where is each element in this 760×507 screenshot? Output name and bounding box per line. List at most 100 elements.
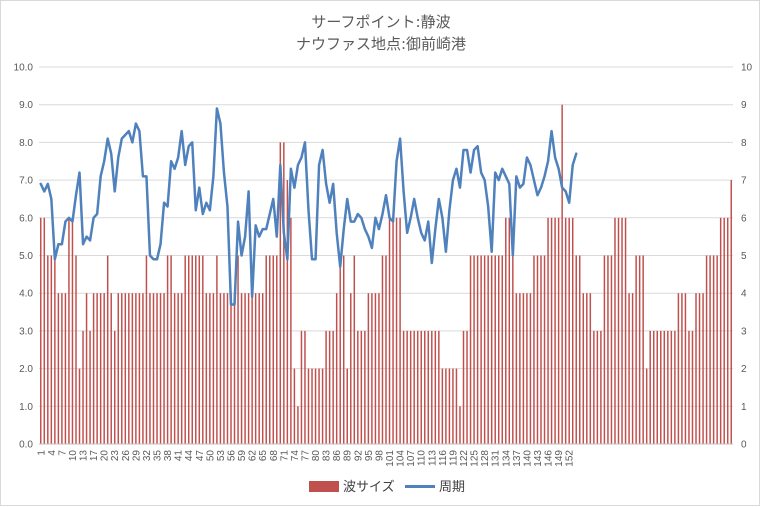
wave-size-bar <box>413 330 415 444</box>
wave-size-bar <box>709 255 711 444</box>
wave-size-bar <box>367 293 370 444</box>
wave-size-bar <box>540 255 542 444</box>
wave-size-bar <box>582 293 585 444</box>
wave-size-bar <box>251 293 253 444</box>
wave-size-bar <box>642 255 644 444</box>
y-right-tick-label: 1 <box>741 402 747 413</box>
wave-size-bar <box>240 293 243 444</box>
wave-size-bar <box>269 255 271 444</box>
period-series-line <box>39 107 578 306</box>
wave-size-bar <box>244 293 246 444</box>
wave-size-bar <box>357 330 359 444</box>
wave-size-bar <box>64 293 67 444</box>
wave-size-bar <box>406 330 408 444</box>
legend: 波サイズ 周期 <box>309 479 465 495</box>
x-tick-label: 125 <box>470 450 481 467</box>
legend-label-wave-size: 波サイズ <box>343 479 395 495</box>
x-tick-label: 143 <box>533 450 544 467</box>
wave-size-bar <box>47 255 49 444</box>
x-tick-label: 137 <box>512 450 523 467</box>
wave-size-bar <box>635 255 637 444</box>
wave-size-bar <box>360 330 363 444</box>
wave-size-bar <box>698 293 701 444</box>
y-left-tick-label: 2.0 <box>19 364 33 375</box>
wave-size-bar <box>103 293 105 444</box>
wave-size-bar <box>716 255 718 444</box>
wave-size-bar <box>638 255 641 444</box>
wave-size-bar <box>526 293 528 444</box>
wave-size-bar <box>230 293 232 444</box>
wave-size-bar <box>420 330 422 444</box>
wave-size-bar <box>124 293 127 444</box>
wave-size-bars <box>40 104 732 444</box>
wave-size-bar <box>409 330 412 444</box>
chart-title-line-2: ナウファス地点:御前崎港 <box>296 35 466 53</box>
y-left-tick-label: 4.0 <box>19 289 33 300</box>
wave-size-bar <box>89 330 91 444</box>
x-tick-label: 56 <box>226 450 237 462</box>
wave-size-bar <box>568 217 570 444</box>
wave-size-bar <box>441 368 444 444</box>
wave-size-bar <box>138 293 141 444</box>
y-left-tick-label: 9.0 <box>19 100 33 111</box>
wave-size-bar <box>466 330 468 444</box>
wave-size-bar <box>75 255 77 444</box>
x-tick-label: 146 <box>544 450 555 467</box>
wave-size-bar <box>621 217 623 444</box>
wave-size-bar <box>575 255 577 444</box>
y-right-tick-label: 10 <box>741 63 753 74</box>
wave-size-bar <box>730 180 732 444</box>
x-tick-label: 13 <box>79 450 90 462</box>
wave-size-bar <box>191 255 193 444</box>
wave-size-bar <box>652 330 655 444</box>
wave-size-bar <box>166 255 169 444</box>
wave-size-bar <box>448 368 451 444</box>
wave-size-bar <box>279 142 282 444</box>
x-tick-label: 77 <box>300 450 311 462</box>
y-left-tick-label: 8.0 <box>19 138 33 149</box>
x-tick-label: 140 <box>522 450 533 467</box>
wave-size-bar <box>314 368 317 444</box>
wave-size-bar <box>452 368 454 444</box>
wave-size-bar <box>135 293 137 444</box>
wave-size-bar <box>99 293 102 444</box>
wave-size-bar <box>54 255 56 444</box>
x-axis: 1 4 7 10 13 17 20 23 26 29 32 35 38 41 44 47 50 53 56 59 62 6… <box>36 443 733 467</box>
wave-size-bar <box>712 255 715 444</box>
x-tick-label: 71 <box>279 450 290 462</box>
wave-size-bar <box>381 255 384 444</box>
wave-size-bar <box>645 368 648 444</box>
x-tick-label: 92 <box>353 450 364 462</box>
y-right-tick-label: 2 <box>741 364 747 375</box>
wave-size-bar <box>459 406 461 444</box>
x-tick-label: 41 <box>174 450 185 462</box>
wave-size-bar <box>557 217 560 444</box>
wave-size-bar <box>290 217 292 444</box>
wave-size-bar <box>276 255 278 444</box>
wave-size-bar <box>325 330 327 444</box>
wave-size-bar <box>593 330 595 444</box>
wave-size-bar <box>92 293 95 444</box>
wave-size-bar <box>564 217 567 444</box>
wave-size-bar <box>395 217 398 444</box>
wave-size-bar <box>374 293 377 444</box>
wave-size-bar <box>695 293 697 444</box>
x-tick-label: 107 <box>406 450 417 467</box>
y-left-tick-label: 0.0 <box>19 440 33 451</box>
wave-size-bar <box>364 330 366 444</box>
wave-size-bar <box>656 330 658 444</box>
wave-size-bar <box>254 293 257 444</box>
y-right-tick-label: 0 <box>741 440 747 451</box>
x-tick-label: 89 <box>343 450 354 462</box>
y-left-tick-label: 6.0 <box>19 213 33 224</box>
wave-size-bar <box>78 368 81 444</box>
wave-size-bar <box>681 293 683 444</box>
wave-size-bar <box>543 255 546 444</box>
x-tick-label: 62 <box>248 450 259 462</box>
wave-size-bar <box>61 293 63 444</box>
wave-size-bar <box>536 255 539 444</box>
wave-size-bar <box>670 330 673 444</box>
x-tick-label: 134 <box>501 450 512 467</box>
